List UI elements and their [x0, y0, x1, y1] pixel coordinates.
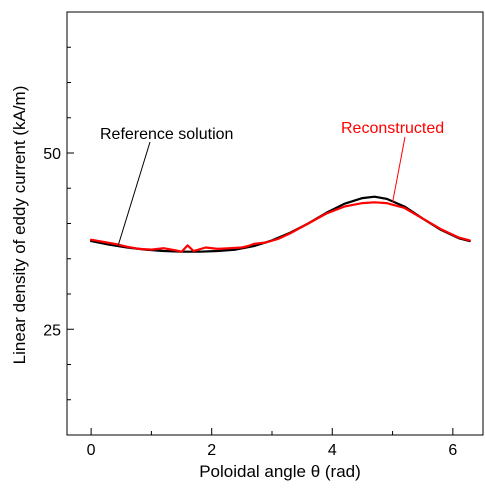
annotation-layer: Reference solution Reconstructed	[100, 120, 444, 246]
x-tick-label: 4	[328, 442, 337, 459]
x-axis-ticks: 0 2 4 6	[87, 428, 457, 459]
x-tick-label: 6	[448, 442, 457, 459]
reconstructed-series-line	[89, 201, 471, 253]
series-layer	[89, 195, 471, 253]
y-tick-label: 50	[43, 146, 61, 163]
x-tick-label: 2	[207, 442, 216, 459]
plot-area	[66, 11, 484, 436]
y-axis-ticks: 25 50	[43, 46, 74, 401]
reference-solution-leader-line	[117, 141, 151, 246]
reconstructed-leader-line	[392, 136, 406, 203]
reference-solution-annotation: Reference solution	[100, 126, 233, 143]
reconstructed-annotation: Reconstructed	[341, 120, 444, 137]
x-axis-label: Poloidal angle θ (rad)	[199, 462, 361, 481]
y-axis-label: Linear density of eddy current (kA/m)	[10, 86, 29, 365]
x-tick-label: 0	[87, 442, 96, 459]
y-tick-label: 25	[43, 322, 61, 339]
